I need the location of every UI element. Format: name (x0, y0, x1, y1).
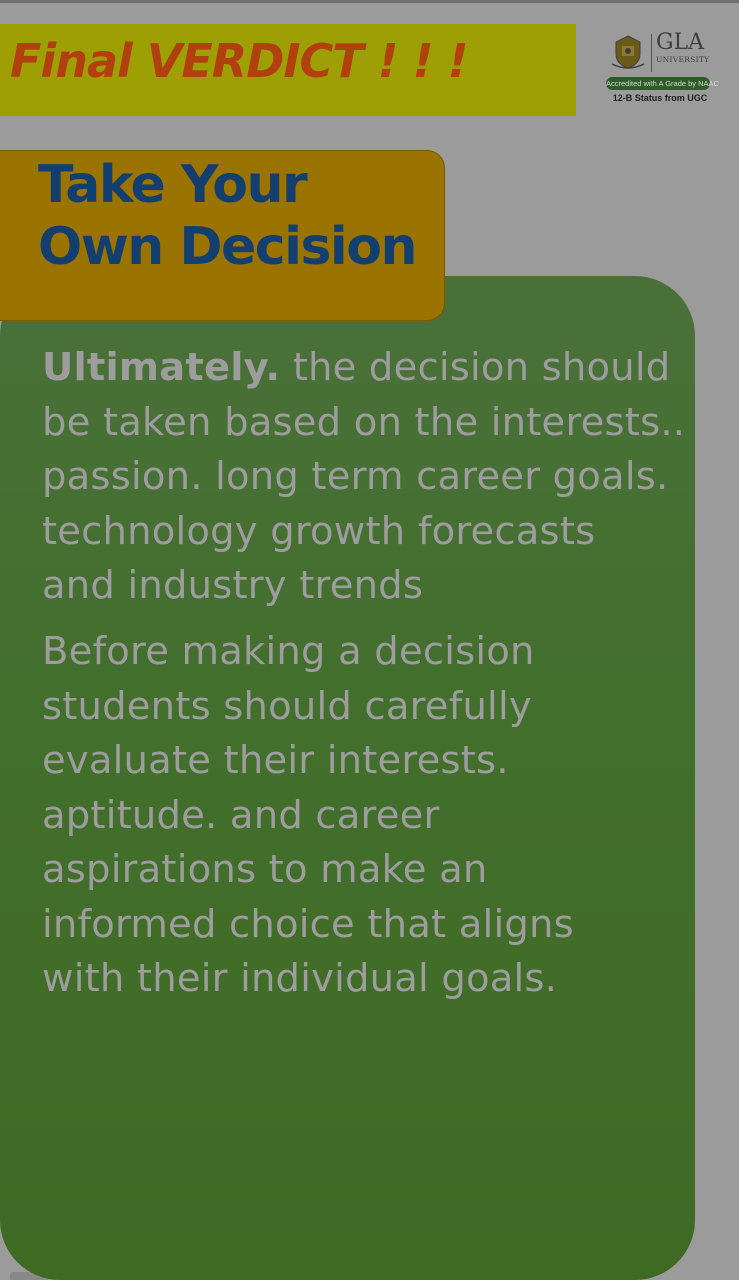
paragraph-1-lead: Ultimately. (42, 345, 281, 390)
paragraph-2-line: Before making a decision (42, 629, 535, 674)
paragraph-2-line: informed choice that aligns (42, 901, 574, 947)
logo-subtitle: UNIVERSITY (656, 55, 710, 64)
paragraph-1-line-5: and industry trends (42, 563, 424, 608)
content-panel (0, 276, 695, 1280)
accreditation-badge: Accredited with A Grade by NAAC (606, 77, 719, 90)
university-logo: GLA UNIVERSITY Accredited with A Grade b… (604, 30, 719, 110)
paragraph-2-line: aptitude. and career (42, 792, 440, 838)
paragraph-2-line: students should carefully (42, 683, 532, 729)
paragraph-1-line-1-rest: the decision should (280, 345, 671, 390)
paragraph-1-line-3: passion. long term career goals. (42, 454, 669, 499)
heading-line-1: Take Your (38, 155, 308, 215)
heading-line-2: Own Decision (38, 217, 417, 277)
slide-title: Final VERDICT ! ! ! (10, 34, 469, 88)
logo-divider (651, 34, 652, 72)
paragraph-2: Before making a decision students should… (42, 625, 692, 1007)
logo-brand-text: GLA (656, 30, 705, 55)
corner-tab (10, 1272, 48, 1280)
header-banner (0, 24, 576, 116)
heading-box: Take Your Own Decision (0, 150, 445, 321)
paragraph-2-line: with their individual goals. (42, 956, 558, 1001)
paragraph-1-line-4: technology growth forecasts (42, 508, 596, 554)
crest-icon (611, 35, 645, 69)
paragraph-1-line-1: Ultimately. the decision should (42, 341, 692, 396)
paragraph-2-line: evaluate their interests. (42, 738, 509, 783)
paragraph-1: Ultimately. the decision should be taken… (42, 341, 692, 614)
top-divider-line (0, 0, 739, 3)
ugc-status-text: 12-B Status from UGC (612, 93, 708, 103)
paragraph-2-line: aspirations to make an (42, 847, 488, 892)
paragraph-1-line-2: be taken based on the interests.. (42, 399, 686, 445)
